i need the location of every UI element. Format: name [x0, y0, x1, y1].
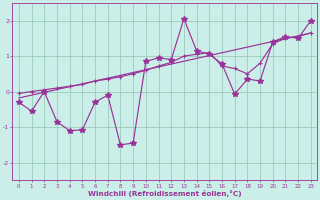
X-axis label: Windchill (Refroidissement éolien,°C): Windchill (Refroidissement éolien,°C) [88, 190, 242, 197]
